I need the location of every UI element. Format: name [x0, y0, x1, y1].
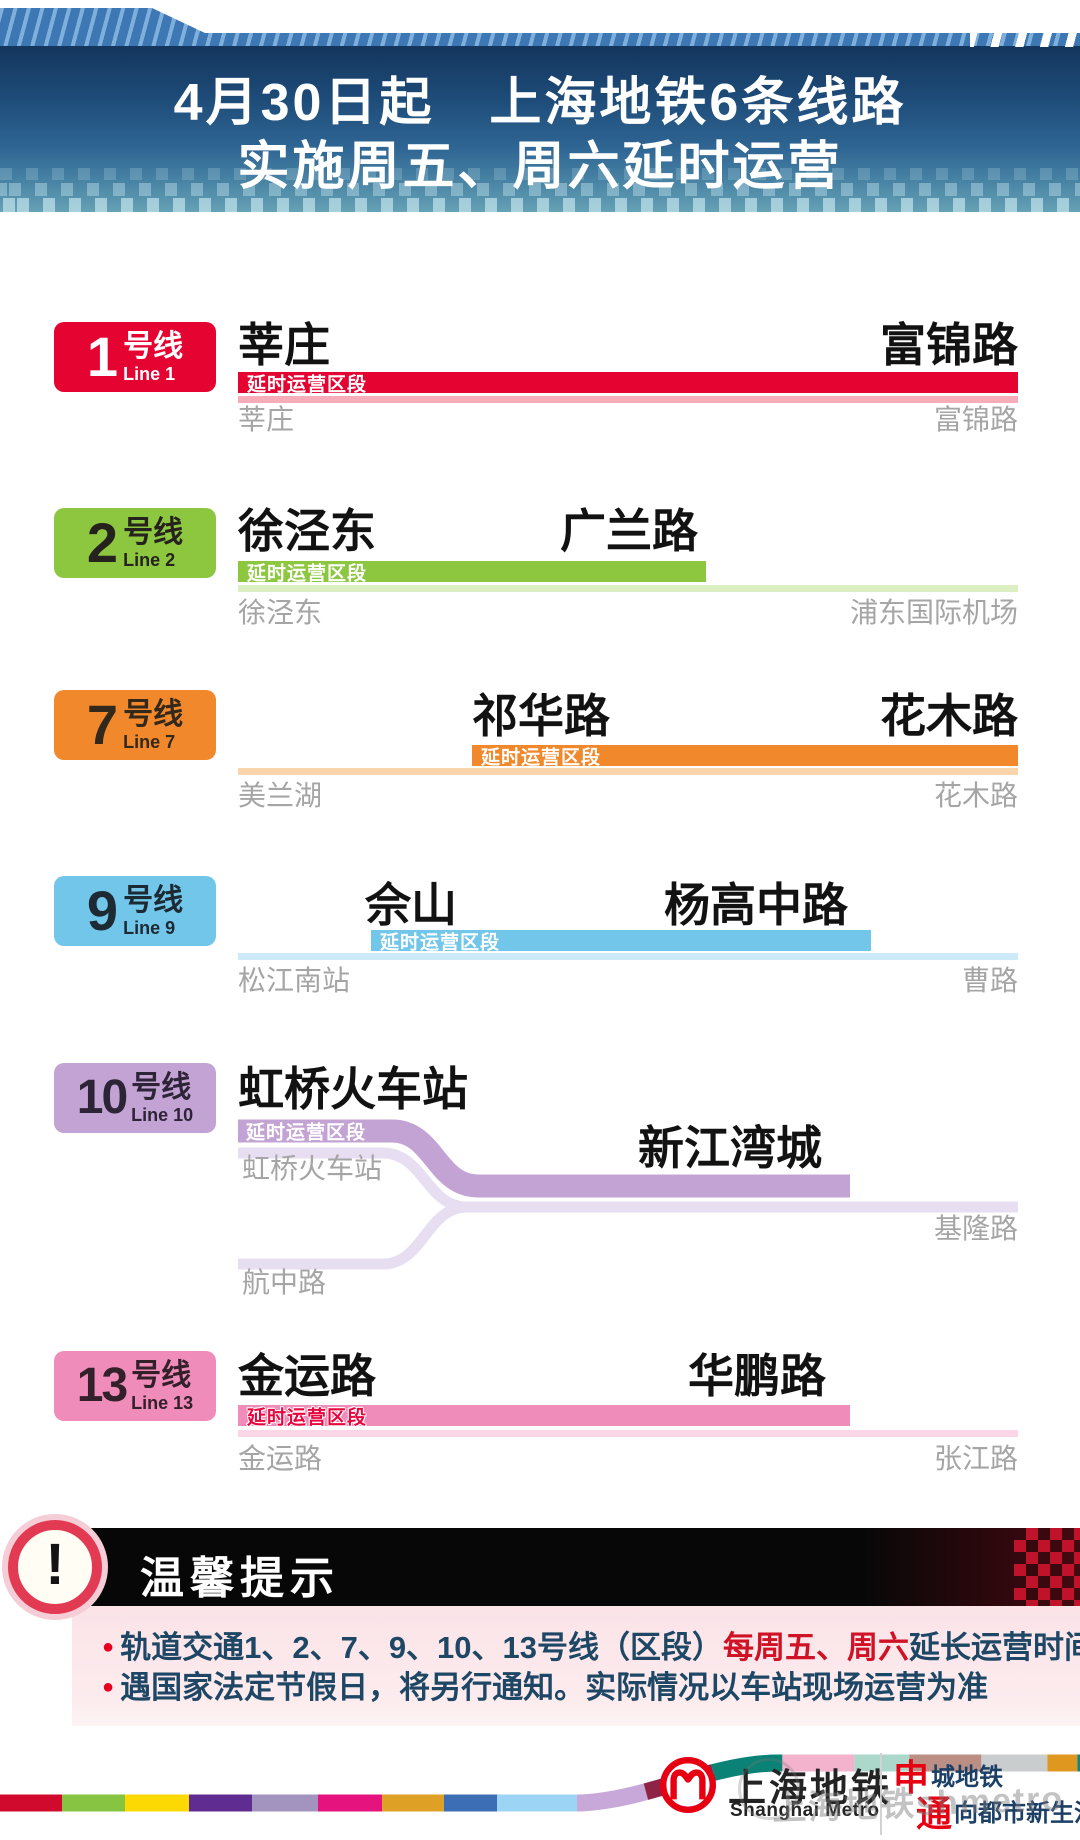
station-name: 金运路: [238, 1350, 376, 1402]
line-13-badge: 13 号线 Line 13: [54, 1351, 216, 1421]
bullet-dot-icon: ●: [102, 1636, 115, 1658]
line-2-section: 2 号线 Line 2 徐泾东 广兰路 延时运营区段 徐泾东 浦东国际机场: [0, 508, 1080, 658]
terminus-left: 徐泾东: [238, 597, 323, 628]
footer-slogan-line1: 申城地铁: [893, 1756, 1004, 1798]
line-number: 9: [86, 879, 119, 942]
station-name: 新江湾城: [638, 1122, 822, 1174]
poster-title-line1: 4月30日起 上海地铁6条线路: [173, 74, 907, 132]
terminus-left: 莘庄: [238, 404, 295, 435]
terminus-branch-left: 虹桥火车站: [242, 1153, 383, 1184]
line-suffix-cn: 号线: [123, 883, 184, 917]
line-2-badge: 2 号线 Line 2: [54, 508, 216, 578]
line-1-section: 1 号线 Line 1 莘庄 富锦路 延时运营区段 莘庄 富锦路: [0, 322, 1080, 472]
line-1-badge: 1 号线 Line 1: [54, 322, 216, 392]
line-suffix-en: Line 7: [123, 731, 176, 752]
line-number: 1: [86, 325, 119, 388]
terminus-left: 金运路: [238, 1443, 323, 1474]
delay-segment-label: 延时运营区段: [247, 1407, 368, 1428]
notice-body: ●轨道交通1、2、7、9、10、13号线（区段）每周五、周六延长运营时间。 ●遇…: [72, 1606, 1080, 1726]
delay-segment-bar: 延时运营区段: [371, 930, 871, 953]
delay-segment-bar: 延时运营区段: [238, 1405, 850, 1428]
full-line-bar: [238, 396, 1018, 403]
notice-bullet-2: ● 遇国家法定节假日，将另行通知。实际情况以车站现场运营为准: [102, 1670, 989, 1705]
header-checker-row: [0, 168, 1080, 180]
station-name: 虹桥火车站: [238, 1063, 468, 1115]
delay-segment-label: 延时运营区段: [247, 563, 368, 584]
delay-segment-bar: 延时运营区段: [238, 561, 706, 584]
terminus-branch-bottom: 航中路: [242, 1267, 327, 1298]
terminus-right: 富锦路: [933, 404, 1018, 435]
line-10-branch-diagram: [238, 1119, 1018, 1270]
line-7-badge: 7 号线 Line 7: [54, 690, 216, 760]
full-line-bar: [238, 768, 1018, 775]
line-9-section: 9 号线 Line 9 佘山 杨高中路 延时运营区段 松江南站 曹路: [0, 876, 1080, 1026]
station-name: 徐泾东: [238, 505, 376, 557]
notice-title-bar: 温馨提示: [72, 1528, 1080, 1606]
header-banner: [0, 46, 1080, 212]
line-suffix-cn: 号线: [131, 1070, 192, 1104]
line-suffix-cn: 号线: [123, 697, 184, 731]
header-slash-decoration: [970, 30, 1080, 47]
poster-title-line2: 实施周五、周六延时运营: [237, 138, 843, 196]
line-10-section: 10 号线 Line 10 虹桥火车站 新江湾城 延时运营区段 虹桥火车站 基隆…: [0, 1063, 1080, 1313]
line-number: 10: [76, 1071, 128, 1124]
line-10-badge: 10 号线 Line 10: [54, 1063, 216, 1133]
footer-slogan-line2: 通向都市新生活: [916, 1792, 1080, 1834]
full-line-bar: [238, 1430, 1018, 1437]
bullet-dot-icon: ●: [102, 1676, 115, 1698]
station-name: 莘庄: [238, 319, 330, 371]
shanghai-metro-logo-icon: [660, 1757, 716, 1813]
station-name: 杨高中路: [664, 879, 848, 931]
station-name: 富锦路: [880, 319, 1018, 371]
line-suffix-en: Line 10: [131, 1104, 194, 1125]
line-suffix-en: Line 1: [123, 363, 176, 384]
line-13-section: 13 号线 Line 13 金运路 华鹏路 延时运营区段 金运路 张江路: [0, 1351, 1080, 1501]
full-line-bar: [238, 953, 1018, 960]
line-number: 7: [86, 693, 119, 756]
line-suffix-cn: 号线: [123, 515, 184, 549]
full-line-bar: [238, 585, 1018, 592]
station-name: 华鹏路: [688, 1350, 826, 1402]
line-suffix-cn: 号线: [131, 1358, 192, 1392]
terminus-right: 曹路: [961, 965, 1018, 996]
line-suffix-en: Line 13: [131, 1392, 194, 1413]
header-checker-row: [0, 198, 1080, 212]
delay-segment-label: 延时运营区段: [247, 374, 368, 395]
header-striped-tab: [0, 8, 1080, 46]
terminus-right: 张江路: [933, 1443, 1018, 1474]
notice-checker-decoration: [1014, 1528, 1080, 1606]
alert-exclamation-icon: !: [8, 1520, 102, 1614]
terminus-right: 浦东国际机场: [849, 597, 1018, 628]
line-suffix-en: Line 9: [123, 917, 176, 938]
station-name: 佘山: [365, 879, 457, 931]
notice-highlight: 每周五、周六: [723, 1630, 910, 1665]
watermark-text: 上海地铁shmetro: [771, 1779, 1065, 1829]
header-checker-row: [0, 183, 1080, 196]
notice-title: 温馨提示: [140, 1554, 340, 1603]
delay-segment-bar: 延时运营区段: [472, 745, 1018, 768]
terminus-left: 松江南站: [238, 965, 351, 996]
notice-bullet-1: ●轨道交通1、2、7、9、10、13号线（区段）每周五、周六延长运营时间。: [102, 1630, 1080, 1665]
delay-segment-label: 延时运营区段: [481, 747, 602, 768]
line-number: 13: [76, 1359, 128, 1412]
delay-segment-label: 延时运营区段: [246, 1122, 367, 1144]
footer-divider: [880, 1753, 882, 1835]
delay-segment-label: 延时运营区段: [380, 932, 501, 953]
line-number: 2: [86, 511, 119, 574]
watermark-logo-icon: [738, 1758, 800, 1820]
terminus-left: 美兰湖: [238, 780, 323, 811]
station-name: 花木路: [880, 690, 1018, 742]
station-name: 祁华路: [472, 690, 610, 742]
header-top-strip: [0, 0, 1080, 8]
line-suffix-en: Line 2: [123, 549, 176, 570]
line-7-section: 7 号线 Line 7 祁华路 花木路 延时运营区段 美兰湖 花木路: [0, 690, 1080, 840]
terminus-right: 基隆路: [933, 1213, 1018, 1244]
terminus-right: 花木路: [933, 780, 1018, 811]
station-name: 广兰路: [560, 505, 698, 557]
delay-segment-bar: 延时运营区段: [238, 372, 1018, 395]
line-9-badge: 9 号线 Line 9: [54, 876, 216, 946]
line-suffix-cn: 号线: [123, 329, 184, 363]
